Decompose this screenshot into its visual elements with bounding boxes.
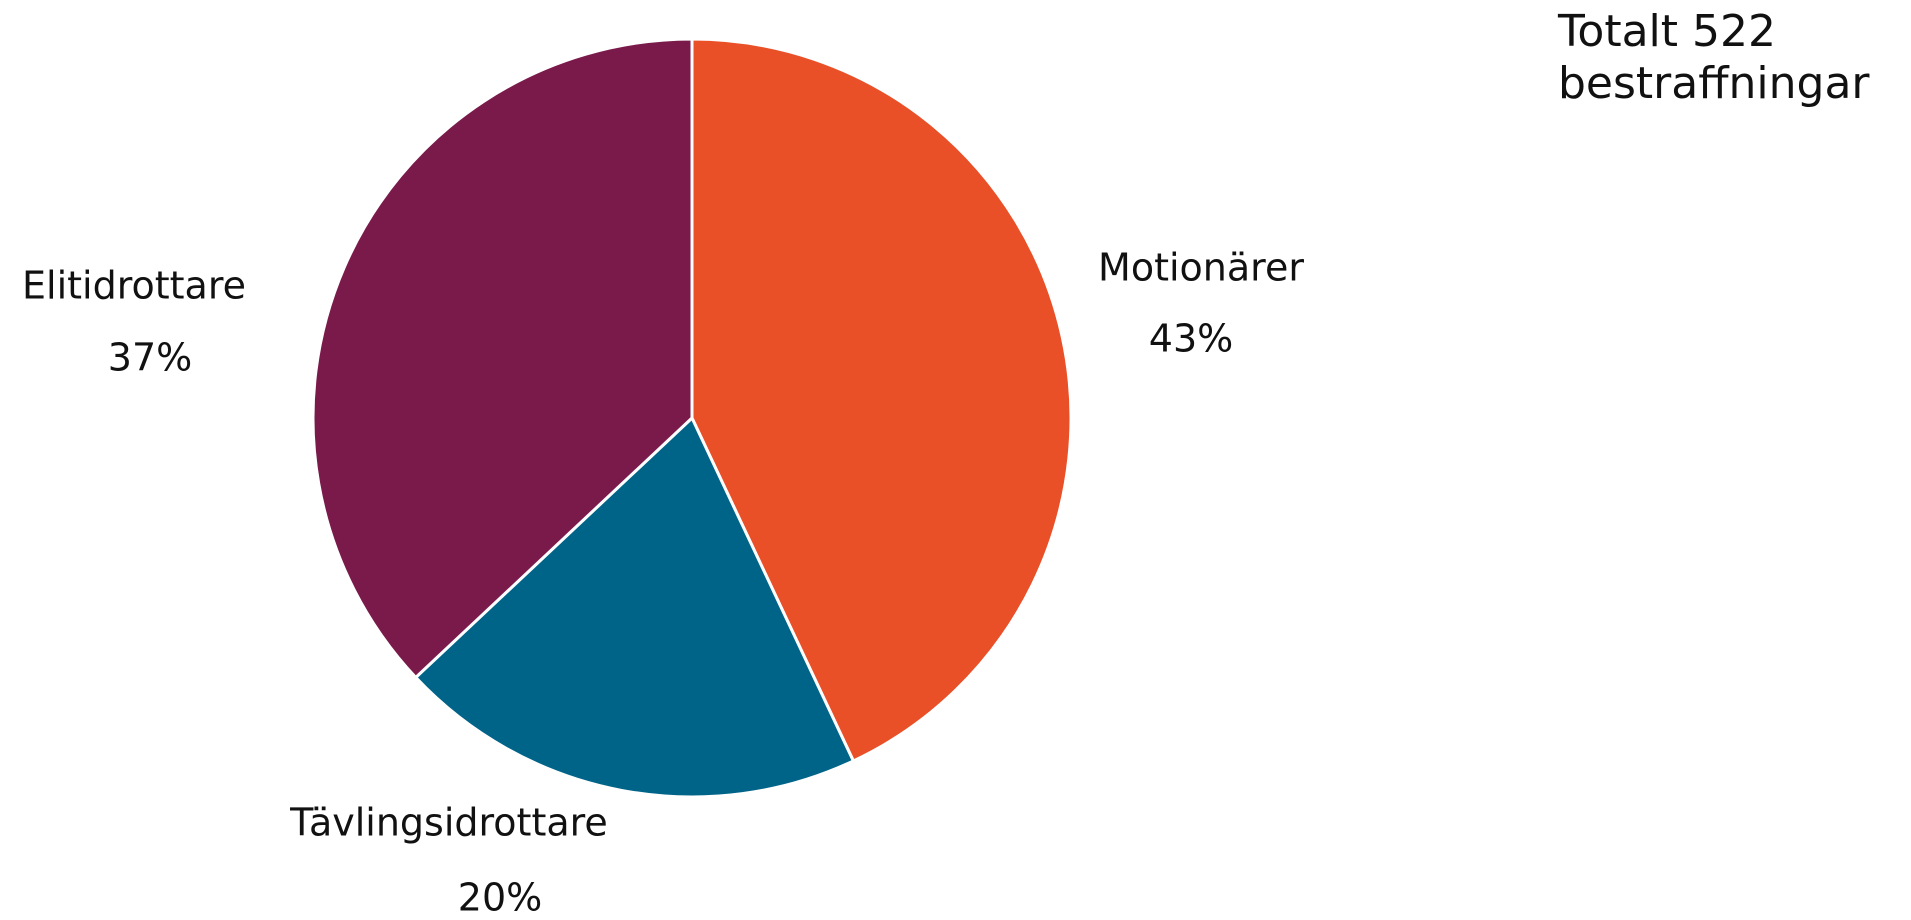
pie-slice (690, 37, 1073, 763)
chart-title: Totalt 522 bestraffningar (1558, 6, 1870, 109)
pie-slice (311, 37, 694, 680)
slice-label: Tävlingsidrottare (289, 801, 608, 845)
slice-label: Elitidrottare (22, 264, 246, 308)
value-label: 20% (458, 876, 542, 920)
value-label: 43% (1149, 317, 1233, 361)
slice-label: Motionärer (1098, 246, 1304, 290)
pie-slice (413, 415, 856, 799)
value-label: 37% (108, 336, 192, 380)
